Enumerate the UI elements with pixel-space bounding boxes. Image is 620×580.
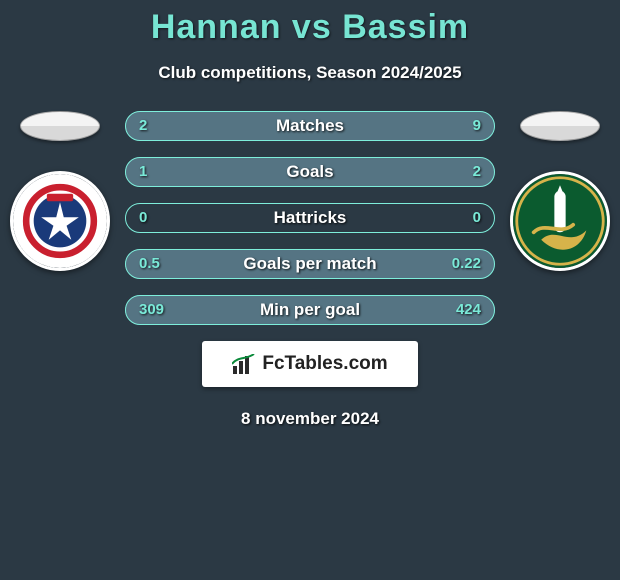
badge-right <box>510 171 610 271</box>
stat-label: Matches <box>125 111 495 141</box>
flag-left <box>20 111 100 141</box>
branding-text: FcTables.com <box>262 353 387 375</box>
bars-icon <box>232 354 256 374</box>
stat-label: Hattricks <box>125 203 495 233</box>
persija-crest-icon <box>13 171 107 271</box>
date-line: 8 november 2024 <box>0 409 620 429</box>
stat-row: 00Hattricks <box>125 203 495 233</box>
stat-rows: 29Matches 12Goals 00Hattricks 0.50.22Goals … <box>125 111 495 325</box>
persebaya-crest-icon <box>513 171 607 271</box>
stat-label: Goals per match <box>125 249 495 279</box>
subtitle: Club competitions, Season 2024/2025 <box>0 63 620 83</box>
comparison-area: 29Matches 12Goals 00Hattricks 0.50.22Goals … <box>0 111 620 429</box>
stat-label: Min per goal <box>125 295 495 325</box>
badge-left <box>10 171 110 271</box>
page-title: Hannan vs Bassim <box>0 0 620 47</box>
stat-row: 0.50.22Goals per match <box>125 249 495 279</box>
stat-row: 12Goals <box>125 157 495 187</box>
stat-row: 29Matches <box>125 111 495 141</box>
team-right <box>500 111 620 271</box>
stat-label: Goals <box>125 157 495 187</box>
branding-box[interactable]: FcTables.com <box>202 341 418 387</box>
team-left <box>0 111 120 271</box>
flag-right <box>520 111 600 141</box>
stat-row: 309424Min per goal <box>125 295 495 325</box>
